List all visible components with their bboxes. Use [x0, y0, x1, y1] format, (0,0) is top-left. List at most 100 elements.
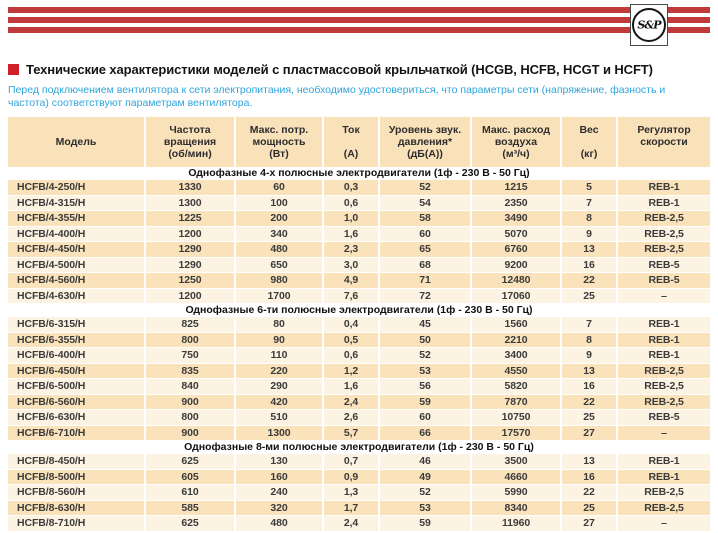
page-title: Технические характеристики моделей с пла…: [26, 62, 653, 77]
model-cell: HCFB/4-500/H: [17, 258, 86, 271]
value-cell: 59: [378, 394, 470, 409]
value-cell: 25: [560, 410, 616, 425]
value-cell: 66: [378, 425, 470, 440]
value-cell: REB-1: [616, 317, 710, 332]
value-cell: 25: [560, 288, 616, 303]
value-cell: 4550: [470, 363, 560, 378]
value-cell: 17570: [470, 425, 560, 440]
value-cell: 68: [378, 257, 470, 272]
value-cell: 130: [234, 454, 322, 469]
value-cell: 650: [234, 257, 322, 272]
value-cell: 52: [378, 348, 470, 363]
value-cell: 5990: [470, 485, 560, 500]
spec-table: Модель Частота вращения (об/мин) Макс. потр.…: [8, 117, 710, 532]
sp-logo: S&P: [630, 4, 668, 46]
value-cell: 17060: [470, 288, 560, 303]
table-row: HCFB/6-560/H 900 420 2,4 59 7870 22 REB-2,5: [8, 394, 710, 410]
value-cell: 480: [234, 242, 322, 257]
value-cell: 0,9: [322, 469, 378, 484]
value-cell: 8: [560, 332, 616, 347]
value-cell: 8: [560, 211, 616, 226]
model-cell: HCFB/8-560/H: [17, 486, 86, 499]
value-cell: 52: [378, 180, 470, 195]
value-cell: 71: [378, 273, 470, 288]
value-cell: 1250: [144, 273, 234, 288]
column-header-model: Модель: [55, 136, 97, 148]
value-cell: REB-2,5: [616, 485, 710, 500]
intro-note: Перед подключением вентилятора к сети эл…: [8, 84, 666, 109]
table-row: HCFB/8-710/H 625 480 2,4 59 11960 27–: [8, 516, 710, 532]
value-cell: 110: [234, 348, 322, 363]
value-cell: 480: [234, 516, 322, 531]
table-row: HCFB/8-500/H 605 160 0,9 49 4660 16 REB-1: [8, 469, 710, 485]
red-square-bullet-icon: [8, 64, 19, 75]
value-cell: 72: [378, 288, 470, 303]
value-cell: 1215: [470, 180, 560, 195]
value-cell: 750: [144, 348, 234, 363]
value-cell: 1,6: [322, 226, 378, 241]
value-cell: 5820: [470, 379, 560, 394]
value-cell: 0,7: [322, 454, 378, 469]
value-cell: REB-5: [616, 257, 710, 272]
value-cell: 900: [144, 394, 234, 409]
value-cell: 3400: [470, 348, 560, 363]
value-cell: 585: [144, 500, 234, 515]
value-cell: REB-1: [616, 469, 710, 484]
value-cell: 60: [378, 226, 470, 241]
column-header-speed-controller: Регулятор скорости: [616, 117, 710, 167]
value-cell: 0,3: [322, 180, 378, 195]
value-cell: 65: [378, 242, 470, 257]
value-cell: 5,7: [322, 425, 378, 440]
value-cell: 16: [560, 379, 616, 394]
table-row: HCFB/4-315/H 1300 100 0,6 54 2350 7 REB-1: [8, 195, 710, 211]
sp-logo-circle: S&P: [632, 8, 666, 42]
column-header-max-power: Макс. потр. мощность (Вт): [234, 117, 322, 167]
value-cell: 800: [144, 332, 234, 347]
value-cell: 80: [234, 317, 322, 332]
model-cell: HCFB/6-560/H: [17, 395, 86, 408]
value-cell: REB-2,5: [616, 379, 710, 394]
model-cell: HCFB/6-450/H: [17, 364, 86, 377]
value-cell: REB-1: [616, 195, 710, 210]
brand-stripe: [8, 7, 710, 13]
value-cell: 1,2: [322, 363, 378, 378]
value-cell: 16: [560, 257, 616, 272]
value-cell: 27: [560, 516, 616, 531]
value-cell: 825: [144, 317, 234, 332]
table-row: HCFB/8-560/H 610 240 1,3 52 5990 22 REB-2,5: [8, 485, 710, 501]
value-cell: 240: [234, 485, 322, 500]
value-cell: 840: [144, 379, 234, 394]
model-cell: HCFB/8-500/H: [17, 470, 86, 483]
value-cell: 3,0: [322, 257, 378, 272]
value-cell: 200: [234, 211, 322, 226]
value-cell: 9200: [470, 257, 560, 272]
value-cell: 320: [234, 500, 322, 515]
value-cell: 1,3: [322, 485, 378, 500]
model-cell: HCFB/4-315/H: [17, 196, 86, 209]
model-cell: HCFB/8-450/H: [17, 455, 86, 468]
table-row: HCFB/8-450/H 625 130 0,7 46 3500 13 REB-1: [8, 454, 710, 470]
value-cell: REB-1: [616, 348, 710, 363]
value-cell: REB-1: [616, 454, 710, 469]
column-header-max-airflow: Макс. расход воздуха (м³/ч): [470, 117, 560, 167]
sp-logo-text: S&P: [637, 18, 661, 31]
value-cell: 160: [234, 469, 322, 484]
value-cell: REB-2,5: [616, 363, 710, 378]
value-cell: 90: [234, 332, 322, 347]
value-cell: 610: [144, 485, 234, 500]
value-cell: 900: [144, 425, 234, 440]
value-cell: 60: [378, 410, 470, 425]
model-cell: HCFB/6-630/H: [17, 411, 86, 424]
value-cell: 1200: [144, 226, 234, 241]
value-cell: 5070: [470, 226, 560, 241]
model-cell: HCFB/4-250/H: [17, 181, 86, 194]
value-cell: 59: [378, 516, 470, 531]
value-cell: 4660: [470, 469, 560, 484]
table-row: HCFB/6-450/H 835 220 1,2 53 4550 13 REB-2,5: [8, 363, 710, 379]
table-header-row: Модель Частота вращения (об/мин) Макс. потр.…: [8, 117, 710, 167]
value-cell: 8340: [470, 500, 560, 515]
value-cell: 54: [378, 195, 470, 210]
brand-band: S&P: [0, 0, 718, 48]
section-header: Однофазные 4-х полюсные электродвигатели…: [8, 167, 710, 180]
model-cell: HCFB/8-630/H: [17, 501, 86, 514]
